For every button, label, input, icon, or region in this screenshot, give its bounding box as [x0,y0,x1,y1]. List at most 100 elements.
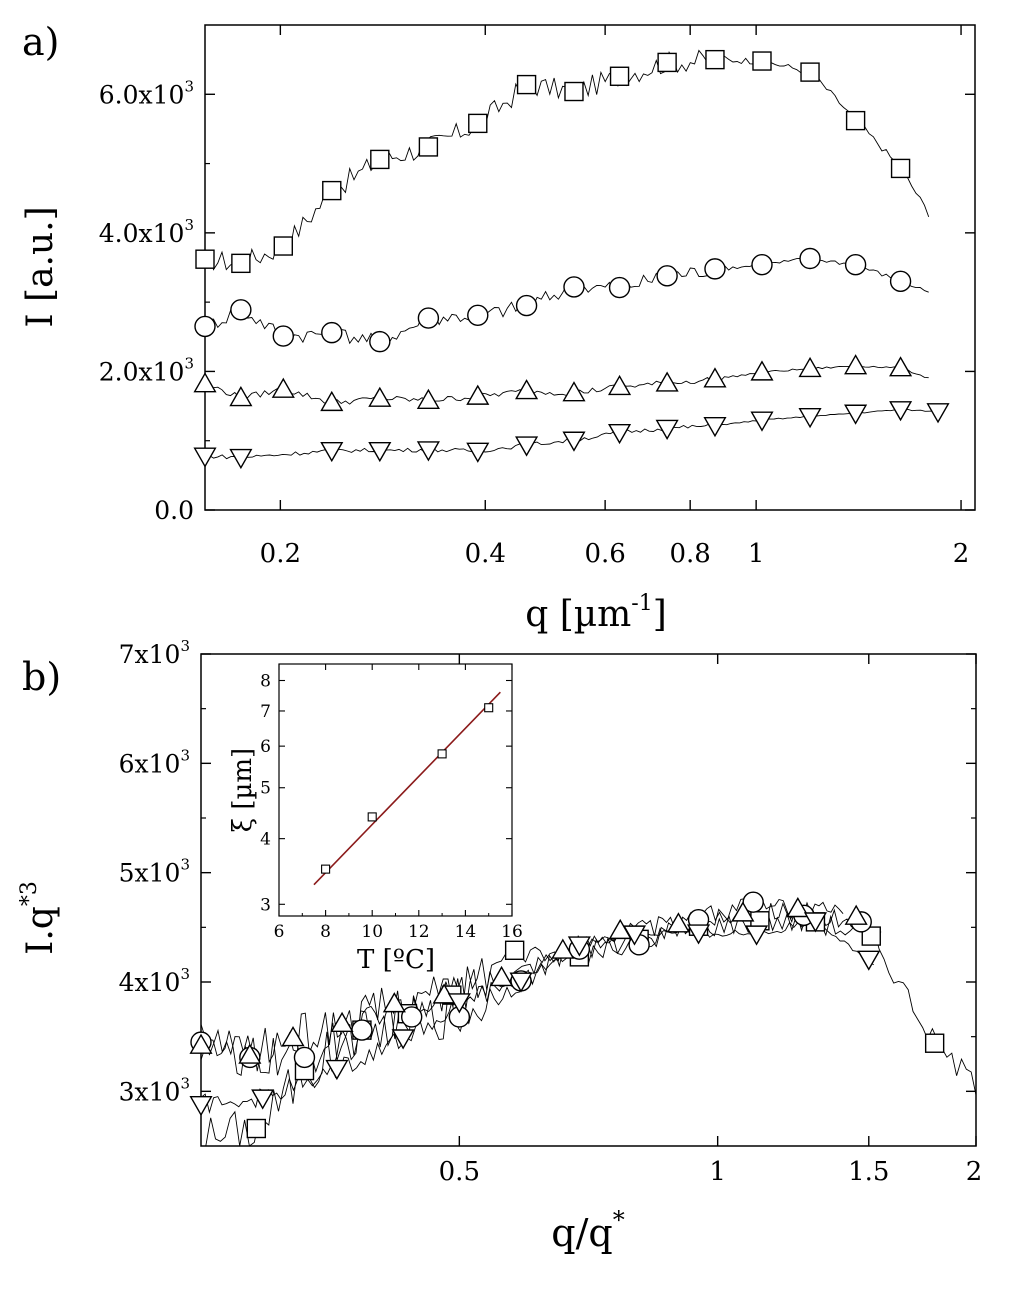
series-circles-point [321,321,343,344]
series-triangles-down-point [229,448,253,470]
x-tick-label: 2 [966,1157,983,1187]
series-triangles-down-point [391,1029,415,1050]
inset-ylabel: ξ [µm] [228,748,258,832]
x-tick-label: 0.5 [439,1157,480,1187]
series-circles-point [799,247,821,270]
series-triangles-up-point [189,1033,213,1054]
inset-xlabel: T [ºC] [357,945,435,975]
series-squares-point [705,49,725,70]
series-squares-point [418,137,439,157]
x-tick-label: 1 [709,1157,726,1187]
series-triangles-up-point [655,371,679,392]
series-triangles-down-point [567,936,591,957]
series-triangles-up-point [786,896,810,918]
series-squares-point [516,74,537,95]
series-triangles-up-point [666,912,690,933]
series-circles-point [751,254,773,276]
series-squares-point [195,249,215,269]
series-squares-point [468,113,488,134]
series-circles-point [889,270,912,293]
panel-a-ticks: 0.2 0.4 0.6 0.8 1 2 0.0 2.0x103 4.0x103 6.0x103 [99,25,975,569]
series-triangles-up-point [798,356,822,378]
inset-plot [313,691,501,886]
panel-b-ylabel-main: I.q [20,906,61,955]
series-triangles-down-point [655,419,679,441]
series-squares-point [924,1033,945,1053]
panel-a-xlabel-sup: -1 [631,591,652,616]
series-triangles-up-point [731,901,755,922]
series-triangles-down-point [686,924,711,945]
series-squares-point [752,51,772,71]
series-circles-point [369,330,391,353]
series-triangles-down-point [515,436,539,457]
series-triangles-up-point [844,904,868,925]
y-tick-label: 3x103 [119,1074,190,1106]
series-triangles-down-point [798,408,822,429]
x-tick-label: 0.2 [260,539,301,569]
series-squares-point [246,1118,267,1139]
panel-a-label: a) [22,20,59,64]
panel-a-xlabel: q [µm-1] [525,591,667,635]
inset-ticks: 6 8 10 12 14 16 3 4 5 6 7 8 [260,664,523,942]
series-circles-point [230,299,252,321]
series-triangles-down-point [320,441,344,463]
panel-b-xlabel-sup: * [613,1206,625,1234]
x-tick-label: 1.5 [848,1157,889,1187]
inset-point [367,812,377,822]
series-squares-point [322,180,342,201]
panel-b-frame [200,653,977,1147]
series-triangles-down-point [509,972,533,993]
series-triangles-down-point [193,447,217,468]
series-triangles-up-point [466,384,490,405]
series-triangles-down-point [857,950,881,971]
panel-b-label: b) [22,655,61,699]
series-squares-point [845,110,866,131]
panel-b-ylabel-sup: *3 [17,881,42,906]
inset-x-tick-label: 10 [361,922,383,942]
series-triangles-down-point [703,417,727,438]
inset-x-tick-label: 16 [501,922,523,942]
panel-a: a) 0.2 0.4 0.6 0.8 1 2 0.0 2.0x103 4.0x103 6.0x10… [20,20,976,635]
inset-point [321,864,331,874]
series-triangles-up-point [320,390,344,412]
panel-b-xlabel: q/q* [551,1206,624,1255]
series-triangles-down-point [189,1095,213,1117]
series-triangles-down-point [416,441,440,462]
series-triangles-up-point [229,385,253,407]
series-triangles-up-point [271,377,295,398]
inset-frame [278,663,513,917]
series-triangles-up-point [551,938,575,959]
series-circles-point [844,254,867,276]
series-triangles-up-point [238,1043,262,1064]
x-tick-label: 0.6 [584,539,625,569]
series-circles-point [272,325,294,347]
inset-x-tick-label: 8 [320,922,331,942]
series-triangles-up-point [416,388,440,409]
series-triangles-up-point [382,992,406,1013]
series-circles-point [704,258,726,280]
series-triangles-down-point [750,411,774,432]
series-circles-point [194,315,216,338]
panel-b-markers [189,891,945,1139]
panel-b-xlabel-main: q/q [551,1211,612,1255]
inset-y-tick-label: 4 [260,830,271,850]
series-triangles-down-point [562,431,586,452]
series-triangles-down-point [889,401,913,422]
series-triangles-up-point [490,965,514,987]
series-triangles-up-point [607,374,632,396]
inset-y-tick-label: 5 [260,779,271,799]
series-triangles-up-point [330,1011,354,1033]
series-squares-point [861,926,881,946]
x-tick-label: 2 [953,539,970,569]
y-tick-label: 0.0 [154,496,194,525]
series-triangles-down-point [844,404,868,425]
inset-fit-line [313,691,501,886]
series-triangles-down-point [466,442,490,463]
series-triangles-down-point [622,925,647,946]
series-circles-line [204,256,929,346]
series-triangles-up-point [368,386,392,407]
series-triangles-up-point [889,356,913,377]
series-circles-point [656,265,678,287]
series-circles-point [351,1019,373,1041]
